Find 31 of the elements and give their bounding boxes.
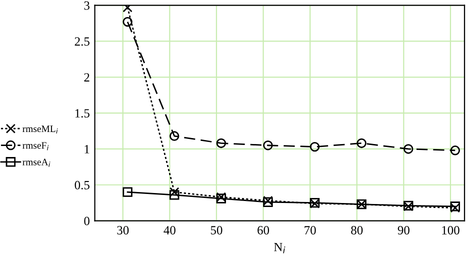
legend-label: rmseML$_{i}$: [22, 126, 58, 134]
point: [122, 16, 132, 27]
x-tick-label: 50: [210, 226, 222, 234]
y-tick-label: 3: [84, 1, 90, 10]
x-axis-title: N$_{i}$: [274, 242, 286, 254]
point: [310, 142, 320, 152]
point: [170, 131, 180, 141]
x-tick-label: 100: [442, 226, 460, 234]
x-tick-label: 60: [258, 226, 270, 234]
y-tick-label: 0.5: [74, 180, 90, 190]
y-tick-label: 1: [84, 145, 90, 154]
y-tick-label: 0: [84, 216, 90, 226]
point: [122, 5, 132, 12]
x-tick-label: 80: [351, 226, 363, 234]
x-tick-label: 70: [304, 226, 316, 234]
y-tick-label: 2.5: [74, 37, 90, 46]
point: [170, 187, 180, 197]
point: [450, 146, 460, 156]
legend-label: rmseA$_{i}$: [22, 158, 50, 167]
point: [404, 144, 414, 154]
y-tick-label: 2: [84, 73, 90, 82]
point: [122, 187, 132, 197]
y-tick-label: 1.5: [75, 109, 90, 118]
point: [356, 138, 366, 148]
legend-label: rmseF$_{i}$: [22, 142, 49, 150]
point: [216, 138, 226, 148]
x-tick-label: 90: [398, 226, 410, 234]
point: [170, 190, 180, 200]
x-tick-label: 30: [117, 226, 129, 234]
point: [263, 140, 273, 150]
x-tick-label: 40: [164, 226, 176, 234]
